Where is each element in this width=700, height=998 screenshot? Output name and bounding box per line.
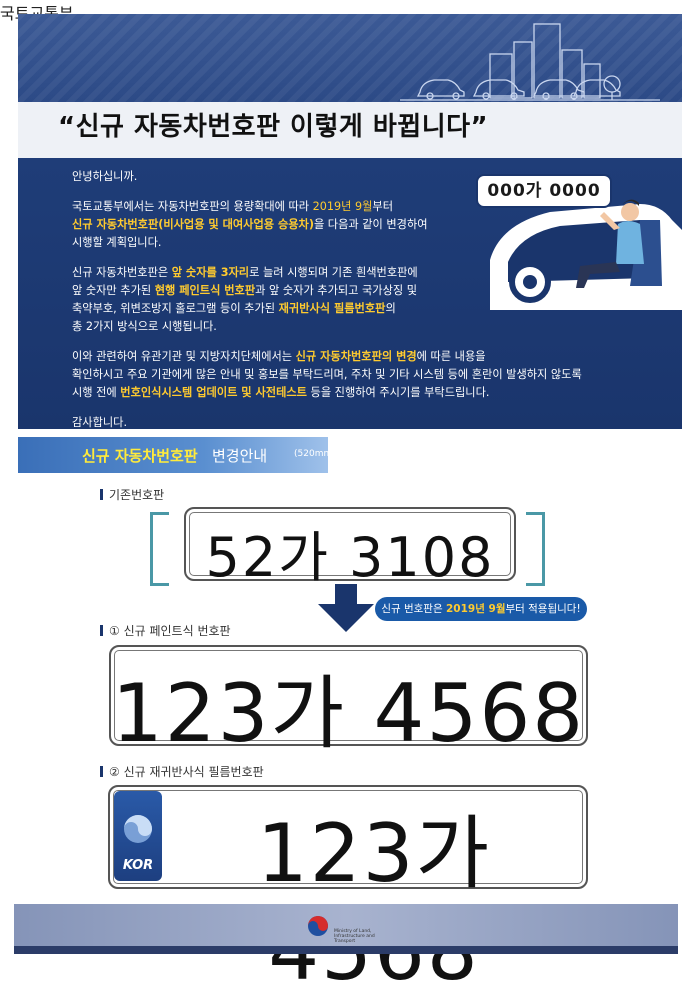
footer-bar — [14, 904, 678, 954]
taegeuk-hologram-icon — [124, 815, 152, 843]
left-bracket — [150, 512, 169, 586]
new-plate-2-number: 123가 4568 — [256, 807, 492, 998]
new-plate-1-label: ① 신규 페인트식 번호판 — [100, 622, 231, 639]
plate-speech-bubble: 000가 0000 — [476, 174, 612, 208]
ministry-name-en: Ministry of Land, Infrastructure and Tra… — [334, 929, 375, 944]
kor-emblem: KOR — [114, 791, 162, 881]
ministry-logo-icon — [308, 916, 328, 936]
new-film-license-plate: KOR 123가 4568 — [108, 785, 588, 998]
label-bar-icon — [100, 489, 103, 500]
page-title: “신규 자동차번호판 이렇게 바뀝니다” — [58, 112, 489, 142]
closing: 감사합니다. — [72, 416, 128, 429]
section-title-main: 신규 자동차번호판 — [82, 447, 198, 465]
down-arrow-icon — [318, 584, 374, 632]
kor-label: KOR — [122, 858, 154, 873]
apply-date-notice: 신규 번호판은 2019년 9월부터 적용됩니다! — [375, 597, 587, 621]
old-plate-label: 기존번호판 — [100, 486, 164, 503]
paragraph-1: 국토교통부에서는 자동차번호판의 용량확대에 따라 2019년 9월부터 신규 … — [72, 200, 428, 249]
footer-dark-strip — [14, 946, 678, 954]
title-bar — [18, 102, 682, 158]
banner-top-band — [18, 14, 682, 102]
label-bar-icon — [100, 625, 103, 636]
section-title-sub: 변경안내 — [212, 447, 268, 465]
old-plate-number: 52가 3108 — [205, 526, 495, 589]
right-bracket — [526, 512, 545, 586]
city-skyline-illustration — [400, 23, 660, 101]
car-driver-illustration — [490, 199, 682, 310]
new-paint-license-plate: 123가 4568 — [109, 645, 588, 760]
old-license-plate: 52가 3108 — [184, 507, 516, 589]
new-plate-1-number: 123가 4568 — [111, 667, 586, 760]
label-bar-icon — [100, 766, 103, 777]
new-plate-2-label: ② 신규 재귀반사식 필름번호판 — [100, 763, 264, 780]
greeting: 안녕하십니까. — [72, 170, 138, 183]
paragraph-3: 이와 관련하여 유관기관 및 지방자치단체에서는 신규 자동차번호판의 변경에 … — [72, 350, 582, 399]
section-heading: 신규 자동차번호판 변경안내 (520mm*110mm) — [18, 437, 375, 473]
announcement-body: 안녕하십니까. 국토교통부에서는 자동차번호판의 용량확대에 따라 2019년 … — [72, 168, 582, 444]
plate-size: (520mm*110mm) — [294, 449, 375, 459]
paragraph-2: 신규 자동차번호판은 앞 숫자를 3자리로 늘려 시행되며 기존 흰색번호판에 … — [72, 266, 418, 333]
